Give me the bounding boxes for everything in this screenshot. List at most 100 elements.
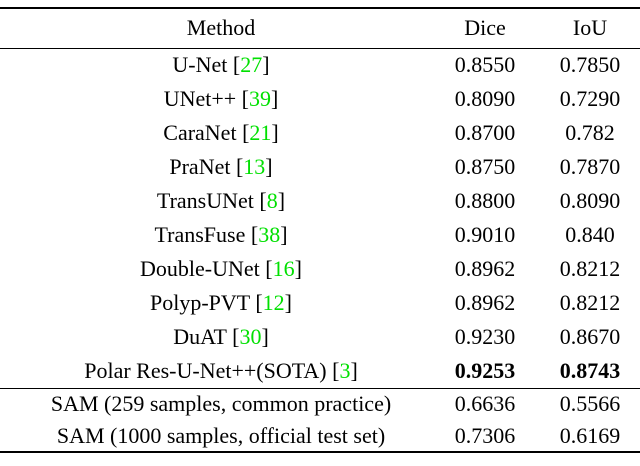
method-cell: Polar Res-U-Net++(SOTA) [3]	[0, 354, 450, 388]
citation-link[interactable]: 39	[248, 86, 271, 111]
method-cell: TransFuse [38]	[0, 218, 450, 252]
citation-close-bracket: ]	[262, 52, 270, 78]
citation-close-bracket: ]	[270, 86, 279, 111]
method-name: Polar Res-U-Net++(SOTA)	[84, 357, 327, 383]
method-cell: SAM (1000 samples, official test set)	[0, 420, 450, 452]
citation-close-bracket: ]	[294, 256, 302, 281]
col-header-method: Method	[186, 15, 256, 41]
iou-cell: 0.6169	[559, 422, 621, 448]
iou-cell: 0.5566	[559, 391, 621, 417]
col-header-dice: Dice	[464, 15, 506, 41]
citation-open-bracket: [	[232, 52, 241, 78]
table-row: UNet++ [39] 0.8090 0.7290	[0, 82, 640, 116]
table-row: Double-UNet [16] 0.8962 0.8212	[0, 252, 640, 286]
citation: [12]	[250, 290, 292, 315]
citation: [38]	[245, 222, 288, 247]
iou-cell: 0.8090	[559, 188, 621, 213]
iou-cell: 0.8212	[559, 256, 621, 281]
method-cell: Double-UNet [16]	[0, 252, 450, 286]
citation: [3]	[327, 358, 358, 383]
citation-link[interactable]: 13	[243, 154, 266, 179]
citation-close-bracket: ]	[350, 357, 358, 383]
table-row: SAM (1000 samples, official test set) 0.…	[0, 420, 640, 452]
citation-open-bracket: [	[255, 290, 263, 315]
method-name: TransUNet	[156, 188, 254, 213]
citation-open-bracket: [	[250, 222, 259, 247]
dice-cell: 0.8550	[454, 52, 516, 78]
methods-body: U-Net [27] 0.8550 0.7850 UNet++ [39] 0.8…	[0, 48, 640, 388]
dice-cell: 0.9230	[454, 324, 516, 349]
citation: [27]	[227, 52, 270, 78]
method-name: CaraNet	[163, 120, 237, 145]
citation-close-bracket: ]	[277, 188, 286, 213]
table-row: TransFuse [38] 0.9010 0.840	[0, 218, 640, 252]
citation-link[interactable]: 30	[239, 324, 262, 349]
iou-cell: 0.7850	[559, 52, 621, 78]
dice-cell: 0.8800	[454, 188, 516, 213]
citation-link[interactable]: 3	[339, 357, 351, 383]
method-cell: Polyp-PVT [12]	[0, 286, 450, 320]
citation: [16]	[260, 256, 302, 281]
dice-cell: 0.8750	[454, 154, 516, 179]
method-name: DuAT	[173, 324, 227, 349]
citation-open-bracket: [	[241, 86, 249, 111]
iou-cell: 0.782	[565, 120, 615, 145]
table-row: U-Net [27] 0.8550 0.7850	[0, 48, 640, 82]
citation-close-bracket: ]	[271, 120, 279, 145]
citation-link[interactable]: 27	[240, 52, 263, 78]
method-name: PraNet	[169, 154, 231, 179]
method-name: TransFuse	[154, 222, 246, 247]
method-name: SAM (1000 samples, official test set)	[56, 422, 386, 448]
dice-cell: 0.8700	[454, 120, 516, 145]
iou-cell: 0.8670	[559, 324, 621, 349]
table-row: DuAT [30] 0.9230 0.8670	[0, 320, 640, 354]
citation-close-bracket: ]	[284, 290, 292, 315]
citation-open-bracket: [	[265, 256, 273, 281]
citation: [30]	[227, 324, 269, 349]
citation-link[interactable]: 16	[272, 256, 295, 281]
table-row: CaraNet [21] 0.8700 0.782	[0, 116, 640, 150]
dice-cell: 0.7306	[454, 422, 516, 448]
citation: [13]	[230, 154, 273, 179]
method-name: UNet++	[163, 86, 237, 111]
dice-cell: 0.8962	[454, 256, 516, 281]
iou-cell: 0.840	[565, 222, 615, 247]
citation-open-bracket: [	[235, 154, 244, 179]
citation-link[interactable]: 12	[262, 290, 285, 315]
dice-cell: 0.8962	[454, 290, 516, 315]
citation-open-bracket: [	[242, 120, 250, 145]
citation-link[interactable]: 21	[249, 120, 272, 145]
citation: [21]	[237, 120, 279, 145]
citation-open-bracket: [	[232, 324, 240, 349]
sam-body: SAM (259 samples, common practice) 0.663…	[0, 388, 640, 452]
table-row: TransUNet [8] 0.8800 0.8090	[0, 184, 640, 218]
citation-link[interactable]: 38	[258, 222, 281, 247]
method-cell: SAM (259 samples, common practice)	[0, 388, 450, 420]
header-row: Method Dice IoU	[0, 8, 640, 48]
method-cell: DuAT [30]	[0, 320, 450, 354]
method-cell: TransUNet [8]	[0, 184, 450, 218]
method-cell: U-Net [27]	[0, 48, 450, 82]
dice-cell: 0.9253	[454, 357, 516, 383]
table-row: Polar Res-U-Net++(SOTA) [3] 0.9253 0.874…	[0, 354, 640, 388]
iou-cell: 0.8212	[559, 290, 621, 315]
dice-cell: 0.8090	[454, 86, 516, 111]
citation: [39]	[236, 86, 279, 111]
method-name: Double-UNet	[140, 256, 260, 281]
table-row: Polyp-PVT [12] 0.8962 0.8212	[0, 286, 640, 320]
citation-close-bracket: ]	[280, 222, 288, 247]
citation-close-bracket: ]	[261, 324, 269, 349]
citation-link[interactable]: 8	[266, 188, 278, 213]
citation-open-bracket: [	[259, 188, 267, 213]
results-table: Method Dice IoU U-Net [27] 0.8550 0.7850…	[0, 7, 640, 453]
method-name: Polyp-PVT	[150, 290, 250, 315]
method-name: U-Net	[172, 52, 228, 78]
method-cell: CaraNet [21]	[0, 116, 450, 150]
iou-cell: 0.7870	[559, 154, 621, 179]
col-header-iou: IoU	[572, 15, 608, 41]
iou-cell: 0.8743	[559, 357, 621, 383]
iou-cell: 0.7290	[559, 86, 621, 111]
method-cell: UNet++ [39]	[0, 82, 450, 116]
dice-cell: 0.9010	[454, 222, 516, 247]
